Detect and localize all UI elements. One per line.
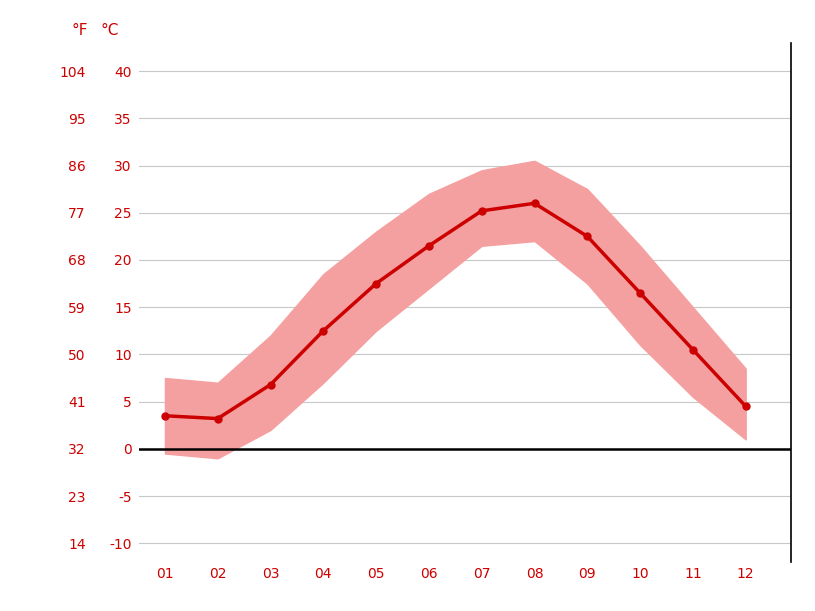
Text: °C: °C [100,23,118,38]
Text: °F: °F [72,23,88,38]
